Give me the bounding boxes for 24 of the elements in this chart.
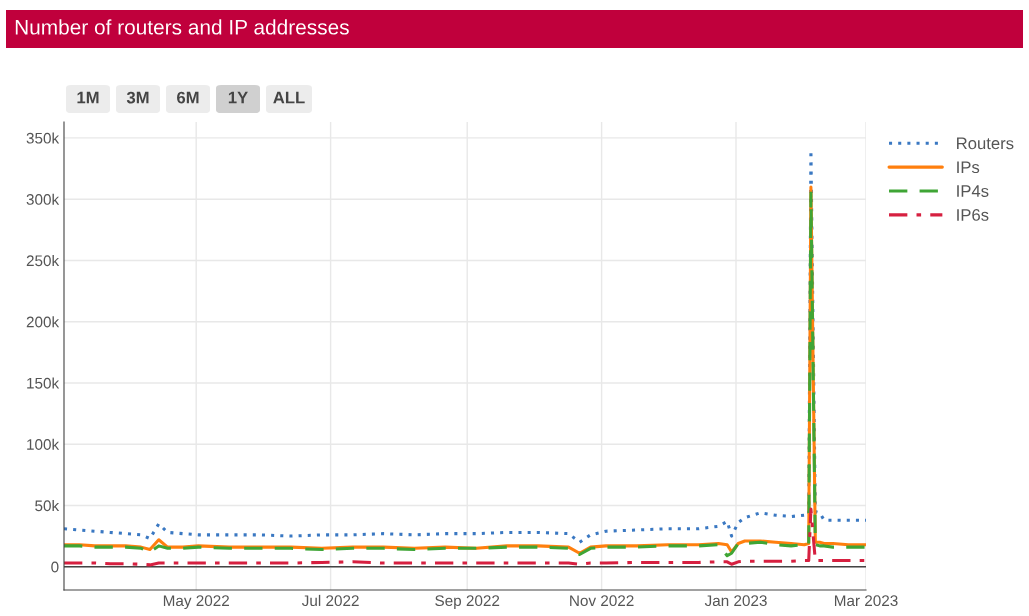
y-tick-label: 100k [27,438,60,450]
text: 1Y [228,91,248,104]
legend-label: IPs [957,161,980,174]
text: ALL [273,91,305,104]
legend-label: IP4s [957,185,989,197]
legend-label: Routers [957,137,1014,150]
x-tick-label: Mar 2023 [834,595,898,607]
y-tick-label: 150k [27,377,60,389]
text: 6M [177,91,199,104]
legend-label: IP6s [957,209,989,221]
y-tick-label: 250k [26,254,60,267]
y-tick-label: 50k [35,499,60,512]
x-tick-label: Nov 2022 [570,595,634,607]
y-tick-label: 0 [51,561,59,573]
x-tick-label: Jul 2022 [301,594,359,607]
x-tick-label: Jan 2023 [704,595,767,607]
x-tick-label: May 2022 [163,595,229,610]
text: 1M [77,91,99,104]
y-tick-label: 200k [26,316,60,328]
text: 3M [126,91,149,104]
y-tick-label: 350k [26,132,60,144]
chart-title: Number of routers and IP addresses [15,19,349,35]
x-tick-label: Sep 2022 [435,595,500,610]
y-tick-label: 300k [26,193,60,205]
